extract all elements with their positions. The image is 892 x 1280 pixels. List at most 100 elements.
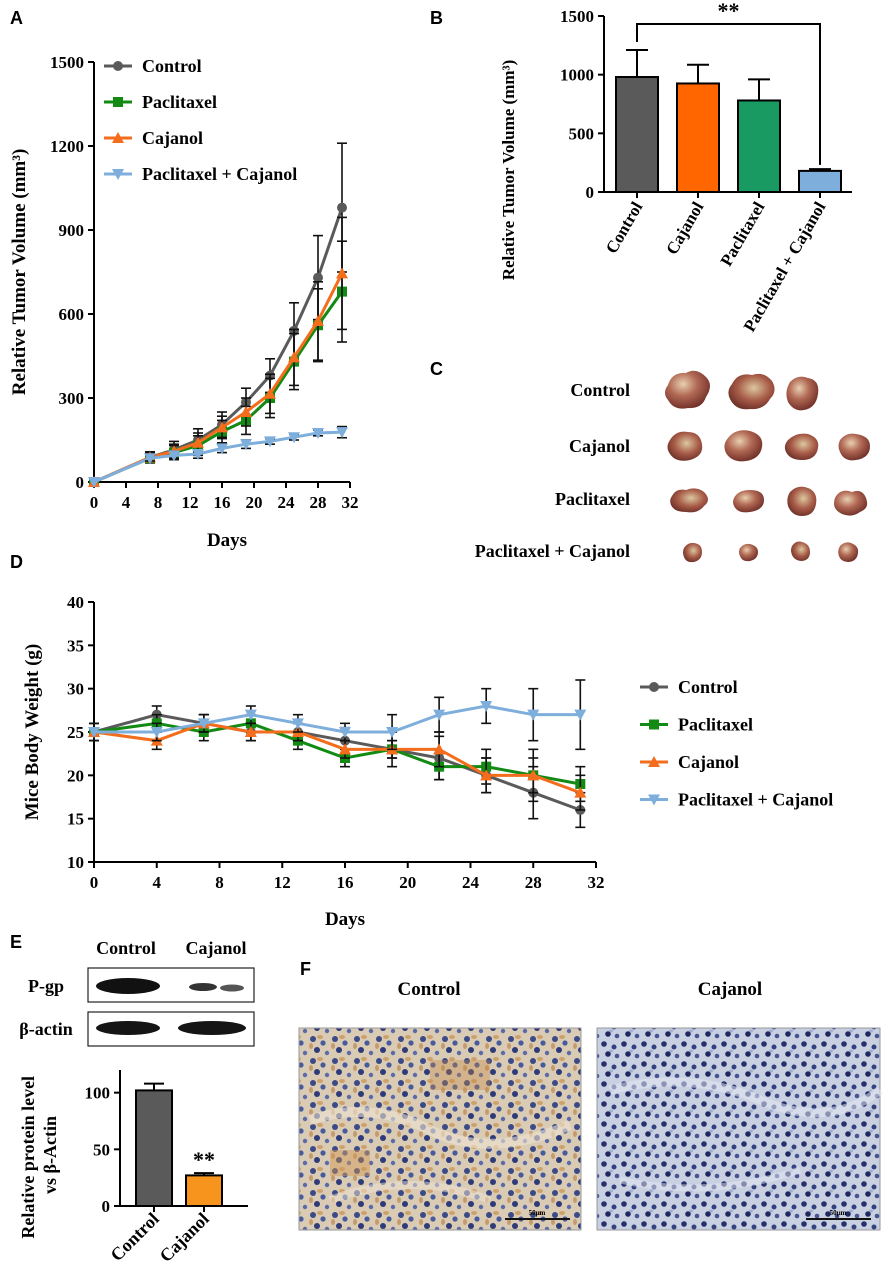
y-tick-label: 20 — [67, 766, 84, 785]
data-point — [168, 450, 180, 462]
tumor-control-3 — [786, 376, 819, 411]
legend-marker — [648, 794, 660, 806]
y-tick-label: 0 — [102, 1197, 111, 1216]
legend-marker — [649, 682, 659, 692]
category-label: Cajanol — [156, 1209, 213, 1266]
data-point — [288, 351, 300, 363]
chart-d: 0 4 8 12 16 20 24 28 32 10 15 20 25 30 35 40 Control Pacl… — [67, 593, 833, 892]
data-point — [144, 453, 156, 465]
category-label: Control — [106, 1209, 162, 1265]
data-point — [244, 709, 257, 721]
data-point — [192, 436, 204, 448]
series-paclitaxel — [89, 713, 586, 803]
chart-d-xlabel: Days — [325, 909, 365, 930]
tumor-cajanol-4 — [838, 433, 870, 461]
data-point — [527, 769, 540, 781]
chart-e-ylabel-line2: vs β-Actin — [40, 1116, 60, 1194]
category-label: Control — [602, 198, 647, 257]
significance-bracket — [636, 23, 821, 165]
tumor-paclitaxel-3 — [787, 486, 817, 516]
tumor-cajanol-3 — [784, 433, 819, 460]
series-line — [93, 430, 343, 484]
data-point — [336, 267, 348, 279]
y-tick-label: 1500 — [50, 53, 84, 72]
bar — [615, 76, 659, 193]
data-point — [433, 743, 446, 755]
series-cajanol — [88, 713, 587, 811]
tumor-combo-4 — [838, 542, 859, 562]
y-tick-label: 40 — [67, 593, 84, 612]
significance-label: ** — [193, 1147, 215, 1172]
legend-label: Cajanol — [142, 128, 203, 148]
blot-band-actin-cajanol — [178, 1021, 246, 1035]
legend-marker — [112, 169, 124, 180]
x-tick-label: 24 — [462, 873, 480, 892]
data-point — [244, 726, 257, 737]
x-tick-label: 0 — [90, 493, 99, 512]
data-point — [433, 709, 446, 721]
chart-a-ylabel-text: Relative Tumor Volume (mm³) — [9, 149, 30, 396]
legend-label: Paclitaxel + Cajanol — [678, 790, 833, 810]
x-tick-label: 12 — [274, 873, 291, 892]
series-line — [94, 704, 581, 734]
chart-b-ylabel-text: Relative Tumor Volume (mm³) — [499, 60, 518, 281]
data-point — [313, 272, 323, 283]
tumor-photos — [665, 370, 870, 563]
blot-row-pgp: P-gp — [28, 976, 64, 996]
legend-marker — [648, 756, 660, 767]
series-paclitaxel-cajanol — [88, 679, 587, 751]
y-tick-label: 0 — [76, 473, 85, 492]
data-point — [339, 727, 351, 738]
data-point — [150, 727, 163, 738]
blot-band-pgp-cajanol-2 — [220, 984, 244, 992]
legend-label: Cajanol — [678, 752, 739, 772]
data-point — [291, 718, 304, 730]
ihc-image-control: 50μm — [298, 1027, 582, 1231]
y-tick-label: 15 — [67, 810, 84, 829]
data-point — [192, 449, 204, 460]
blot-band-pgp-control — [96, 978, 160, 994]
chart-e-ylabel-line1: Relative protein level — [18, 1076, 38, 1239]
data-point — [216, 443, 228, 455]
blot-row-actin: β-actin — [19, 1019, 72, 1039]
y-tick-label: 10 — [67, 853, 84, 872]
x-tick-label: 32 — [588, 873, 605, 892]
panel-label-e: E — [10, 932, 22, 952]
bar — [185, 1174, 223, 1208]
series-paclitaxel-cajanol — [88, 425, 348, 488]
x-tick-label: 4 — [122, 493, 131, 512]
panel-c-row-label-combo: Paclitaxel + Cajanol — [475, 541, 630, 561]
data-point — [337, 202, 347, 213]
chart-b-ylabel: Relative Tumor Volume (mm³) — [499, 60, 518, 281]
scale-bar-label-cajanol: 50μm — [830, 1209, 847, 1217]
legend-marker — [113, 61, 123, 71]
legend-marker — [649, 719, 659, 730]
y-tick-label: 100 — [85, 1084, 111, 1103]
blot-band-pgp-cajanol-1 — [189, 983, 217, 991]
data-point — [574, 709, 587, 721]
y-tick-label: 1200 — [50, 137, 84, 156]
blot-col-control: Control — [96, 938, 156, 958]
legend-label: Control — [142, 56, 202, 76]
y-tick-label: 0 — [586, 183, 595, 202]
x-tick-label: 8 — [215, 873, 224, 892]
y-tick-label: 35 — [67, 636, 84, 655]
data-point — [336, 427, 348, 439]
legend-label: Paclitaxel — [678, 715, 753, 735]
x-tick-label: 0 — [90, 873, 99, 892]
category-label: Cajanol — [662, 198, 707, 258]
tumor-cajanol-2 — [724, 430, 763, 462]
x-tick-label: 16 — [214, 493, 231, 512]
data-point — [288, 432, 300, 444]
tumor-combo-1 — [683, 542, 702, 563]
x-tick-label: 20 — [399, 873, 416, 892]
series-cajanol — [88, 216, 348, 487]
category-label: Paclitaxel — [717, 198, 769, 269]
bar — [737, 99, 781, 193]
panel-label-c: C — [430, 359, 443, 379]
legend-label: Control — [678, 677, 738, 697]
legend-marker — [112, 132, 124, 143]
chart-a-ylabel: Relative Tumor Volume (mm³) — [9, 149, 30, 396]
